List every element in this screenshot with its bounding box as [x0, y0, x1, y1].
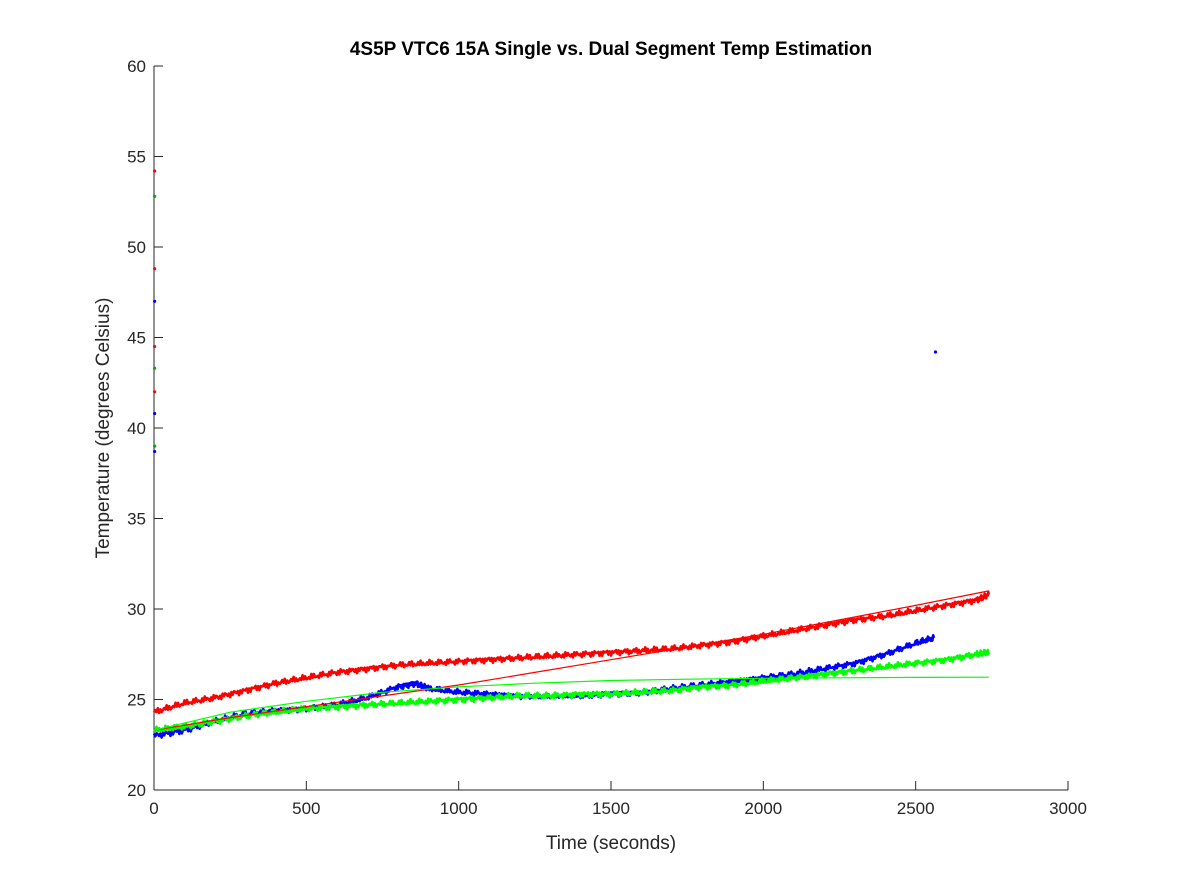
x-tick-label: 0	[149, 799, 158, 818]
scatter-point	[153, 390, 157, 394]
x-tick-label: 3000	[1049, 799, 1087, 818]
scatter-point	[153, 267, 157, 271]
y-tick-label: 20	[127, 781, 146, 800]
estimate-series-3	[153, 590, 989, 731]
scatter-point	[153, 194, 157, 198]
scatter-point	[153, 344, 157, 349]
y-tick-label: 40	[127, 419, 146, 438]
series-lines	[152, 590, 991, 739]
scatter-point	[153, 444, 157, 448]
x-tick-label: 1500	[592, 799, 630, 818]
axes: 0 500 1000 1500 2000 2500 3000 20 25 30 35 40 45 50 55…	[127, 57, 1087, 818]
y-tick-label: 25	[127, 691, 146, 710]
y-tick-label: 50	[127, 238, 146, 257]
y-tick-label: 60	[127, 57, 146, 76]
y-tick-label: 45	[127, 329, 146, 348]
y-tick-label: 35	[127, 510, 146, 529]
scatter-point	[153, 411, 157, 416]
y-axis-label: Temperature (degrees Celsius)	[93, 298, 114, 559]
scatter-points	[153, 169, 938, 454]
chart-title: 4S5P VTC6 15A Single vs. Dual Segment Te…	[350, 39, 872, 60]
x-tick-label: 2500	[897, 799, 935, 818]
scatter-point	[933, 350, 938, 354]
x-axis-label: Time (seconds)	[546, 833, 676, 854]
scatter-point	[153, 299, 157, 303]
scatter-point	[153, 366, 157, 370]
x-tick-label: 500	[292, 799, 320, 818]
scatter-point	[153, 449, 157, 454]
y-tick-label: 55	[127, 148, 146, 167]
y-tick-label: 30	[127, 600, 146, 619]
scatter-point	[153, 169, 157, 173]
estimate-series-4	[153, 676, 989, 731]
measured-series-2	[152, 648, 990, 733]
x-tick-label: 1000	[440, 799, 478, 818]
x-tick-label: 2000	[744, 799, 782, 818]
measured-series-0	[152, 590, 991, 715]
